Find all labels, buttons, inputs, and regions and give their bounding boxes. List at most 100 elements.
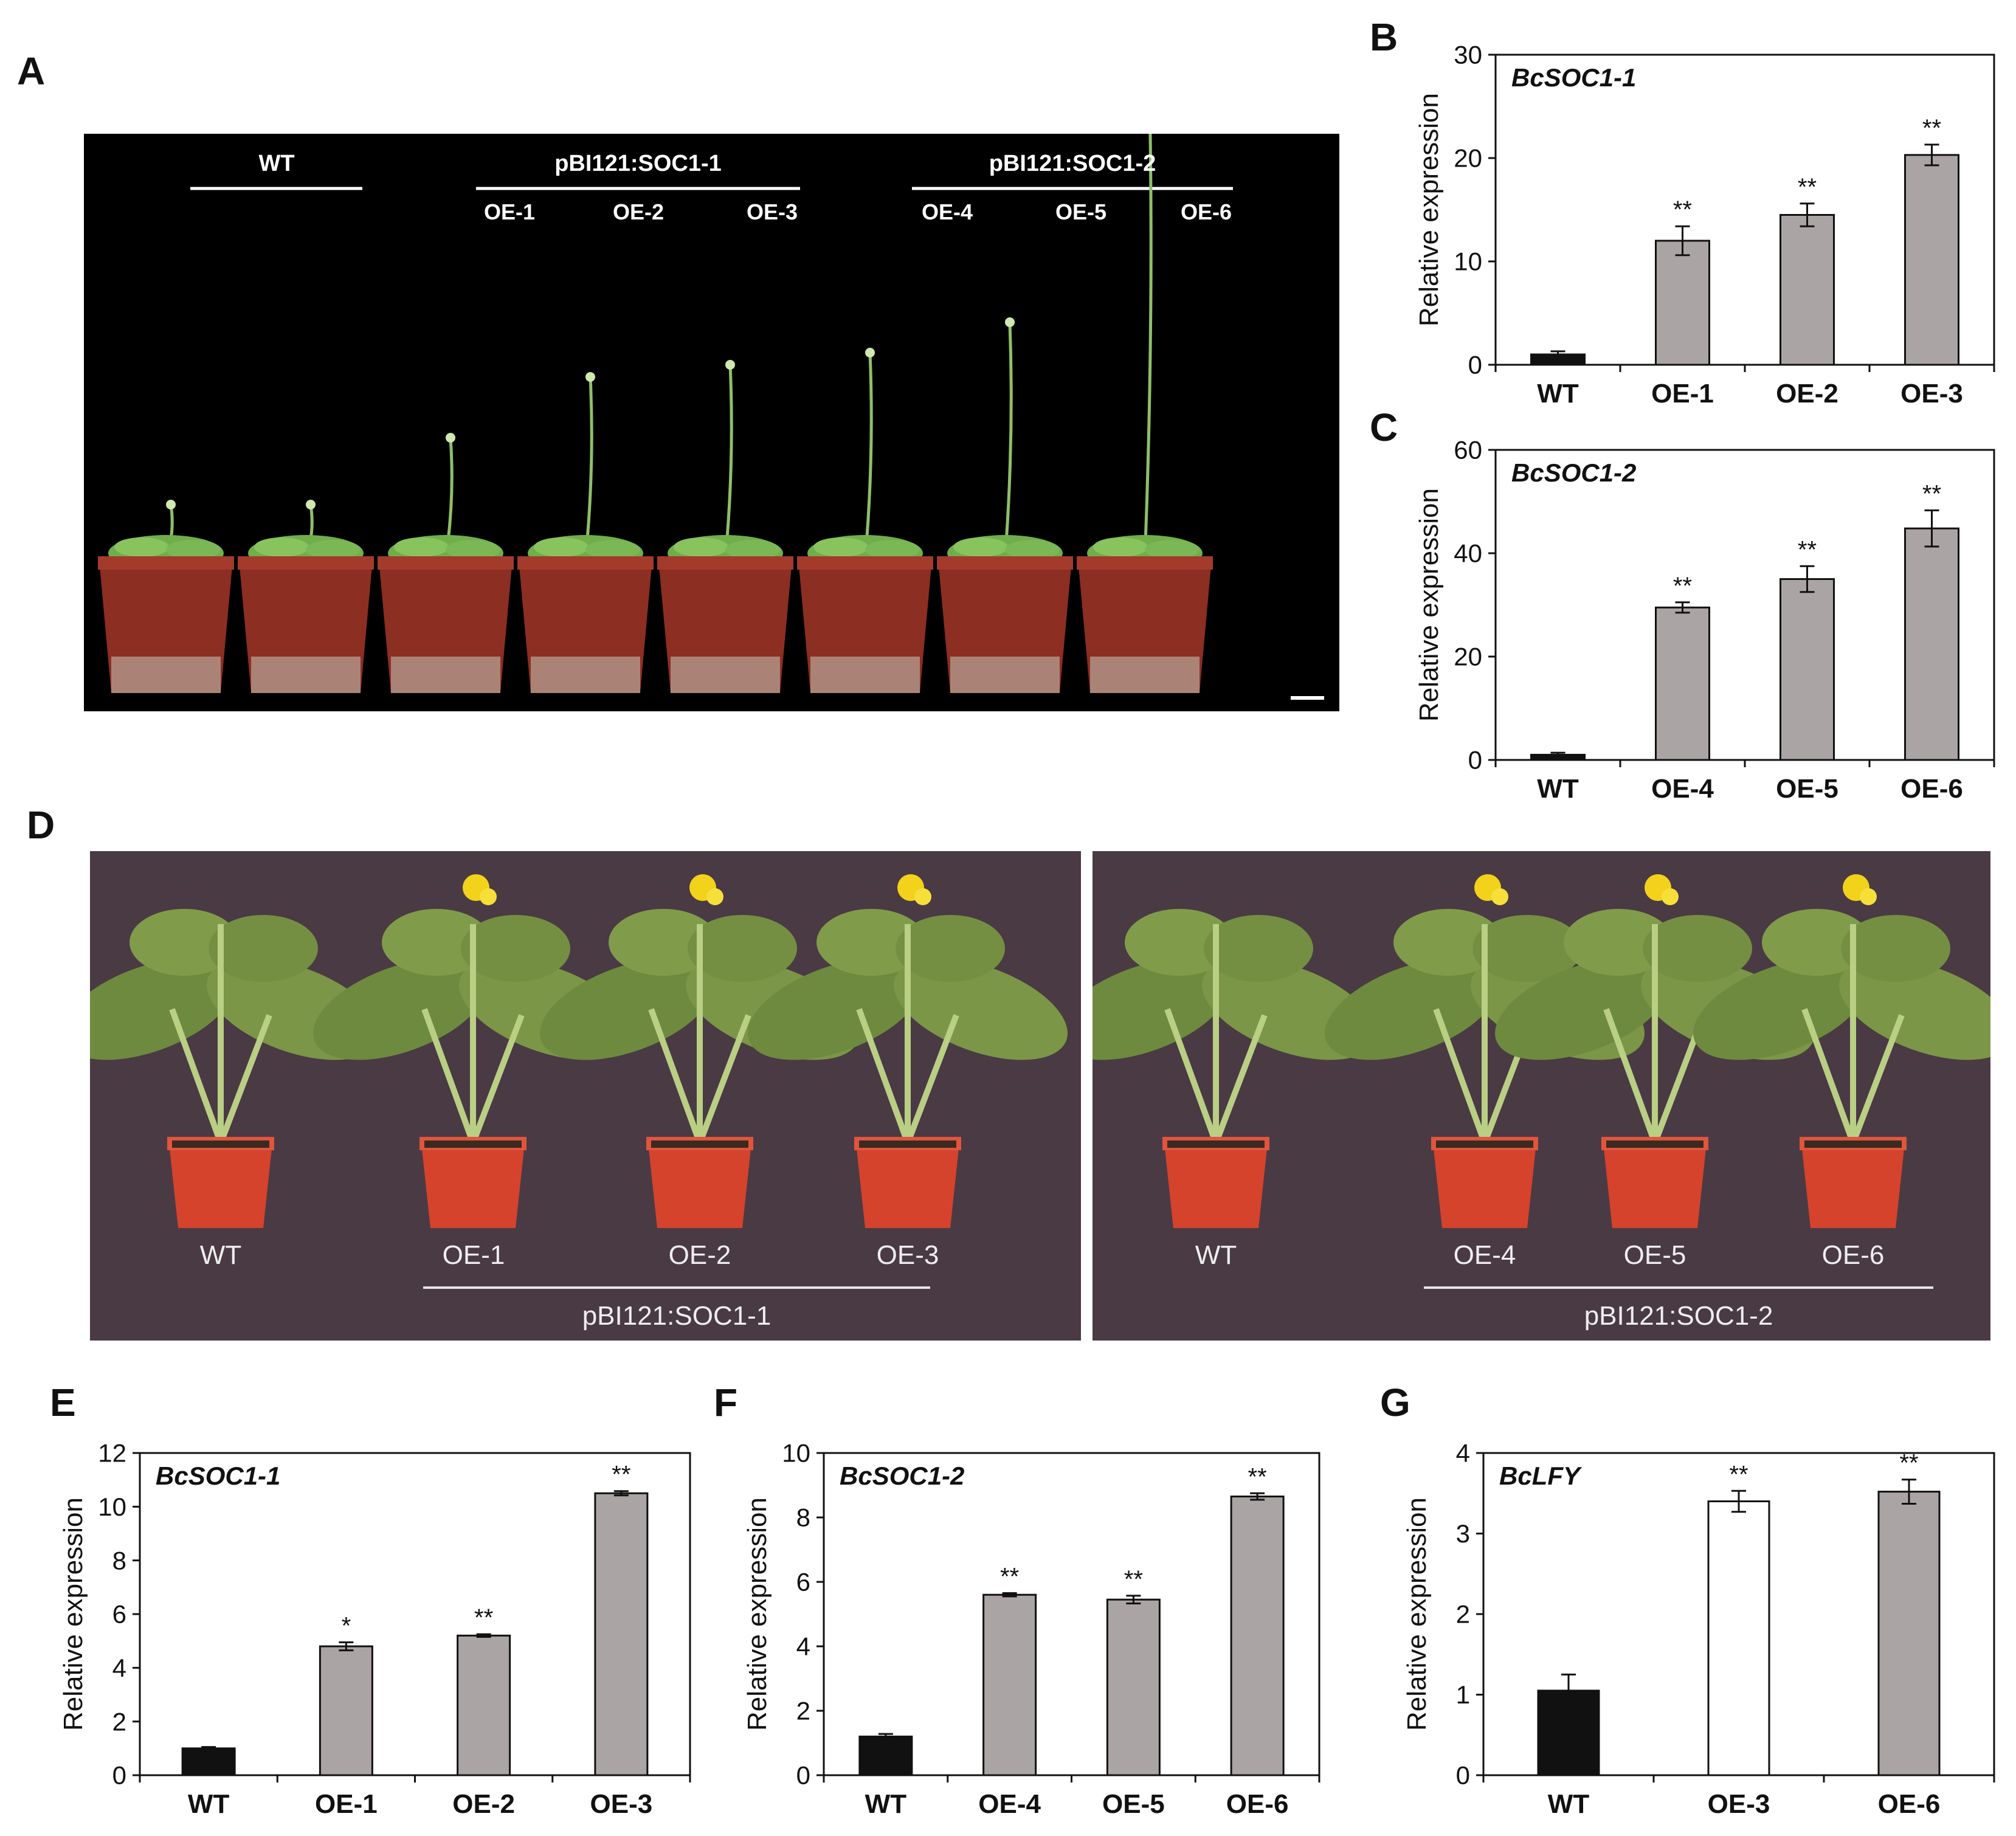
chart-b-ytick-label: 10 xyxy=(1454,247,1482,276)
chart-e-ytick-label: 8 xyxy=(112,1546,126,1575)
flower-bud xyxy=(865,348,875,357)
cabbage-pot-soil xyxy=(651,1141,748,1148)
chart-f-ytick-label: 4 xyxy=(796,1632,810,1661)
chart-g-xtick-label-oe-3: OE-3 xyxy=(1708,1789,1770,1819)
photo-a-group-soc1-2: pBI121:SOC1-2 xyxy=(989,151,1156,176)
photo-d-right-label-oe-5: OE-5 xyxy=(1623,1240,1686,1270)
arabidopsis-plants-illustration xyxy=(98,134,1324,700)
yellow-flower xyxy=(706,888,723,905)
photo-a-group-soc1-1: pBI121:SOC1-1 xyxy=(554,151,722,176)
cabbage-leaf xyxy=(1093,958,1230,1060)
panel-label-e: E xyxy=(50,1381,76,1424)
photo-a-line-oe-2: OE-2 xyxy=(612,199,665,224)
pot-rim xyxy=(937,556,1073,570)
cabbage-petioles xyxy=(421,924,525,1144)
cabbage-leaf xyxy=(540,958,714,1060)
chart-c-ytick-label: 60 xyxy=(1454,436,1482,464)
photo-d-right-construct: pBI121:SOC1-2 xyxy=(1584,1301,1773,1331)
cabbage-pot xyxy=(169,1143,272,1228)
chart-e-bar-wt xyxy=(181,1747,236,1776)
chart-c-ylabel: Relative expression xyxy=(1414,488,1444,722)
cabbage-pot xyxy=(1433,1143,1536,1228)
chart-f-xtick-label-oe-6: OE-6 xyxy=(1226,1789,1289,1819)
cabbage-petioles xyxy=(1164,924,1268,1144)
chart-c-ytick-label: 20 xyxy=(1454,643,1482,671)
chart-b-xtick-label-oe-1: OE-1 xyxy=(1651,379,1714,409)
chart-e-significance-oe-2: ** xyxy=(474,1604,493,1631)
chart-f-ytick-label: 0 xyxy=(796,1761,810,1790)
chart-c-xtick-label-oe-4: OE-4 xyxy=(1651,774,1714,804)
plant-stem xyxy=(863,352,873,560)
chart-f-ytick-label: 2 xyxy=(796,1697,810,1725)
chart-g-bar-oe-6 xyxy=(1877,1491,1941,1776)
leaf xyxy=(306,540,361,559)
chart-f-significance-oe-5: ** xyxy=(1124,1566,1143,1593)
chart-e-ylabel: Relative expression xyxy=(58,1497,88,1731)
cabbage-leaf xyxy=(90,958,235,1060)
panel-label-d: D xyxy=(27,803,55,847)
chart-f-ylabel: Relative expression xyxy=(742,1497,772,1731)
chart-e: 0 2 4 6 8 10 12 Relative expression BcSOC1-1 WT * O… xyxy=(58,1439,691,1819)
chart-f-bar-oe-5 xyxy=(1106,1598,1161,1776)
chart-e-ytick-label: 10 xyxy=(98,1493,126,1521)
chart-f-bar-oe-4 xyxy=(982,1593,1037,1776)
chart-f-bar-oe-6 xyxy=(1230,1496,1285,1776)
cabbage-leaf xyxy=(896,915,1005,982)
cabbage-pot-soil xyxy=(424,1141,522,1148)
pot-soil-stain xyxy=(671,657,780,693)
cabbage-leaf xyxy=(461,915,570,982)
cabbage-pot-soil xyxy=(172,1141,269,1148)
leaf xyxy=(1093,537,1148,557)
leaf xyxy=(1145,540,1200,559)
yellow-flower xyxy=(914,888,931,905)
photo-a-line-oe-6: OE-6 xyxy=(1180,199,1232,224)
photo-cabbage-plants-left: WT OE-1 OE-2 OE-3 pBI121:SOC1-1 xyxy=(90,851,1081,1341)
pot-rim xyxy=(98,556,234,570)
pot-soil-stain xyxy=(111,657,221,693)
leaf xyxy=(674,537,728,557)
chart-b-ytick-label: 30 xyxy=(1454,41,1482,69)
chart-c-xtick-label-wt: WT xyxy=(1537,774,1579,804)
cabbage-pot-soil xyxy=(1436,1141,1533,1148)
chart-g: 0 1 2 3 4 Relative expression BcLFY WT ** OE-3 ** O… xyxy=(1402,1439,1995,1819)
pot-rim xyxy=(657,556,793,570)
chart-e-ytick-label: 4 xyxy=(112,1654,126,1682)
chart-c: 0 20 40 60 Relative expression BcSOC1-2 WT ** OE… xyxy=(1414,436,1995,804)
cabbage-pot-soil xyxy=(859,1141,956,1148)
flower-bud xyxy=(725,360,735,370)
chart-e-bar-oe-1 xyxy=(319,1645,373,1776)
plant-stem xyxy=(723,364,733,560)
cabbage-pot-soil xyxy=(1167,1141,1265,1148)
chart-g-ylabel: Relative expression xyxy=(1402,1497,1432,1731)
pot-rim xyxy=(517,556,654,570)
cabbage-leaf xyxy=(1204,915,1313,982)
chart-e-bar-oe-2 xyxy=(457,1634,511,1776)
chart-b-significance-oe-1: ** xyxy=(1673,196,1692,223)
cabbage-leaf xyxy=(1495,958,1669,1060)
yellow-flower xyxy=(480,888,497,905)
flower-bud xyxy=(166,500,176,509)
plant-stem xyxy=(584,376,593,560)
chart-e-ytick-label: 12 xyxy=(98,1439,126,1468)
chart-c-significance-oe-4: ** xyxy=(1673,573,1692,599)
cabbage-leaf xyxy=(748,958,922,1060)
cabbage-leaf xyxy=(1841,915,1950,982)
leaf xyxy=(585,540,640,559)
chart-b-ytick-label: 20 xyxy=(1454,144,1482,173)
leaf xyxy=(394,537,449,557)
chart-g-ytick-label: 3 xyxy=(1456,1519,1470,1548)
chart-f-gene-label: BcSOC1-2 xyxy=(840,1462,964,1490)
cabbage-leaf xyxy=(1839,958,1990,1060)
panel-label-b: B xyxy=(1370,15,1398,59)
cabbage-pot xyxy=(1164,1143,1268,1228)
leaf xyxy=(1005,540,1060,559)
chart-f-significance-oe-4: ** xyxy=(1000,1564,1019,1590)
chart-f-xtick-label-wt: WT xyxy=(865,1789,907,1819)
cabbage-leaf xyxy=(894,958,1068,1060)
photo-a-group-wt: WT xyxy=(258,151,295,176)
cabbage-petioles xyxy=(1801,924,1905,1144)
chart-g-gene-label: BcLFY xyxy=(1499,1462,1583,1490)
chart-b-bar-oe-2 xyxy=(1780,214,1835,366)
chart-f-ytick-label: 8 xyxy=(796,1503,810,1532)
chart-e-significance-oe-3: ** xyxy=(612,1462,630,1488)
